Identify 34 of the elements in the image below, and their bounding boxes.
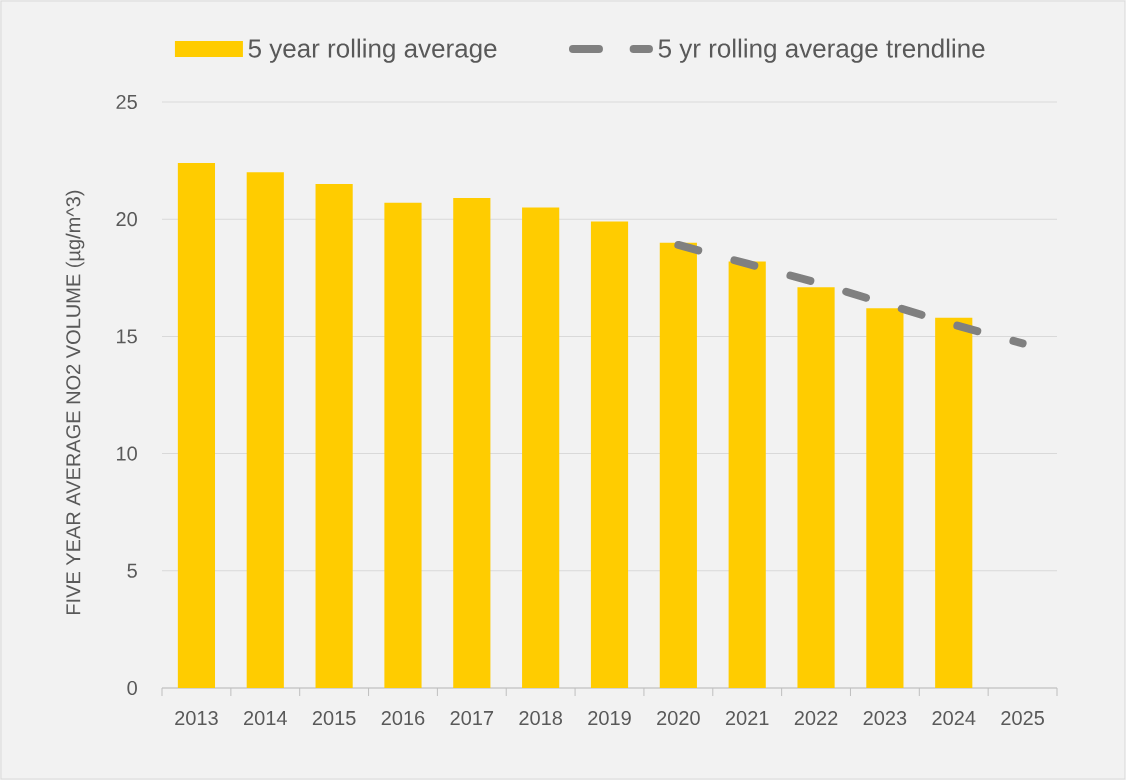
- x-tick-label: 2021: [725, 710, 769, 726]
- bar: [453, 198, 491, 688]
- y-axis-title: FIVE YEAR AVERAGE NO2 VOLUME (µg/m^3): [65, 190, 85, 615]
- x-tick-label: 2020: [657, 710, 700, 726]
- x-tick-label: 2019: [588, 710, 631, 726]
- y-tick-label: 5: [127, 563, 137, 578]
- bar: [866, 308, 904, 688]
- x-tick-label: 2024: [932, 710, 976, 726]
- bar: [590, 221, 629, 688]
- y-tick-label: 20: [116, 212, 137, 227]
- bar: [246, 172, 284, 688]
- x-tick-label: 2014: [244, 710, 287, 726]
- legend-label: 5 yr rolling average trendline: [658, 38, 985, 63]
- bar: [728, 261, 766, 688]
- x-tick-label: 2022: [794, 710, 838, 726]
- x-tick-label: 2023: [863, 710, 907, 726]
- y-tick-label: 25: [116, 94, 137, 110]
- x-tick-label: 2013: [175, 710, 218, 726]
- legend-label: 5 year rolling average: [248, 38, 497, 63]
- bar: [659, 242, 697, 688]
- y-tick-label: 0: [127, 680, 137, 696]
- bar: [177, 162, 216, 688]
- bar: [522, 207, 560, 688]
- bar: [935, 317, 973, 688]
- x-tick-label: 2018: [519, 710, 563, 726]
- y-tick-label: 15: [117, 329, 137, 344]
- x-tick-label: 2015: [312, 710, 356, 726]
- bar: [315, 184, 353, 688]
- bar: [384, 202, 422, 688]
- x-tick-label: 2016: [381, 710, 425, 726]
- x-tick-label: 2017: [450, 710, 494, 726]
- bar: [797, 287, 835, 688]
- y-tick-label: 10: [117, 446, 137, 461]
- x-tick-label: 2025: [1001, 710, 1044, 726]
